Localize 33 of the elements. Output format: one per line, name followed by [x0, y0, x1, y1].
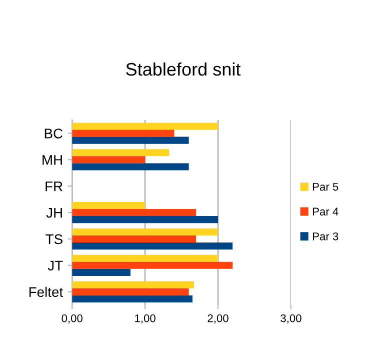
x-tick-label: 1,00 — [135, 314, 156, 324]
bar — [72, 262, 233, 269]
y-tick-label: BC — [44, 128, 63, 138]
bar — [72, 254, 218, 262]
x-tick-label: 2,00 — [208, 314, 228, 324]
bar — [72, 149, 170, 156]
bar — [72, 216, 218, 224]
y-tick-label: TS — [46, 234, 62, 244]
bar — [72, 228, 218, 236]
legend-label: Par 5 — [312, 182, 338, 191]
bar — [72, 130, 174, 137]
y-tick-label: FR — [46, 182, 62, 192]
x-tick-label: 3,00 — [280, 314, 302, 324]
bar — [72, 242, 233, 250]
legend-label: Par 4 — [312, 208, 338, 216]
bar — [72, 136, 189, 144]
bar — [72, 209, 196, 216]
bar — [72, 202, 146, 210]
bar — [72, 156, 146, 164]
bar — [72, 281, 194, 288]
y-tick-label: MH — [42, 155, 62, 165]
x-tick-label: 0,00 — [62, 314, 82, 324]
legend-label: Par 3 — [312, 232, 338, 240]
bar — [72, 163, 189, 170]
bar — [72, 235, 196, 242]
bar — [72, 288, 189, 296]
y-tick-label: JT — [48, 260, 63, 271]
chart-title: Stableford snit — [126, 62, 241, 76]
bar — [72, 295, 192, 302]
y-tick-label: Feltet — [29, 286, 63, 297]
y-tick-label: JH — [46, 208, 62, 218]
bar — [72, 268, 130, 276]
bar — [72, 122, 218, 130]
